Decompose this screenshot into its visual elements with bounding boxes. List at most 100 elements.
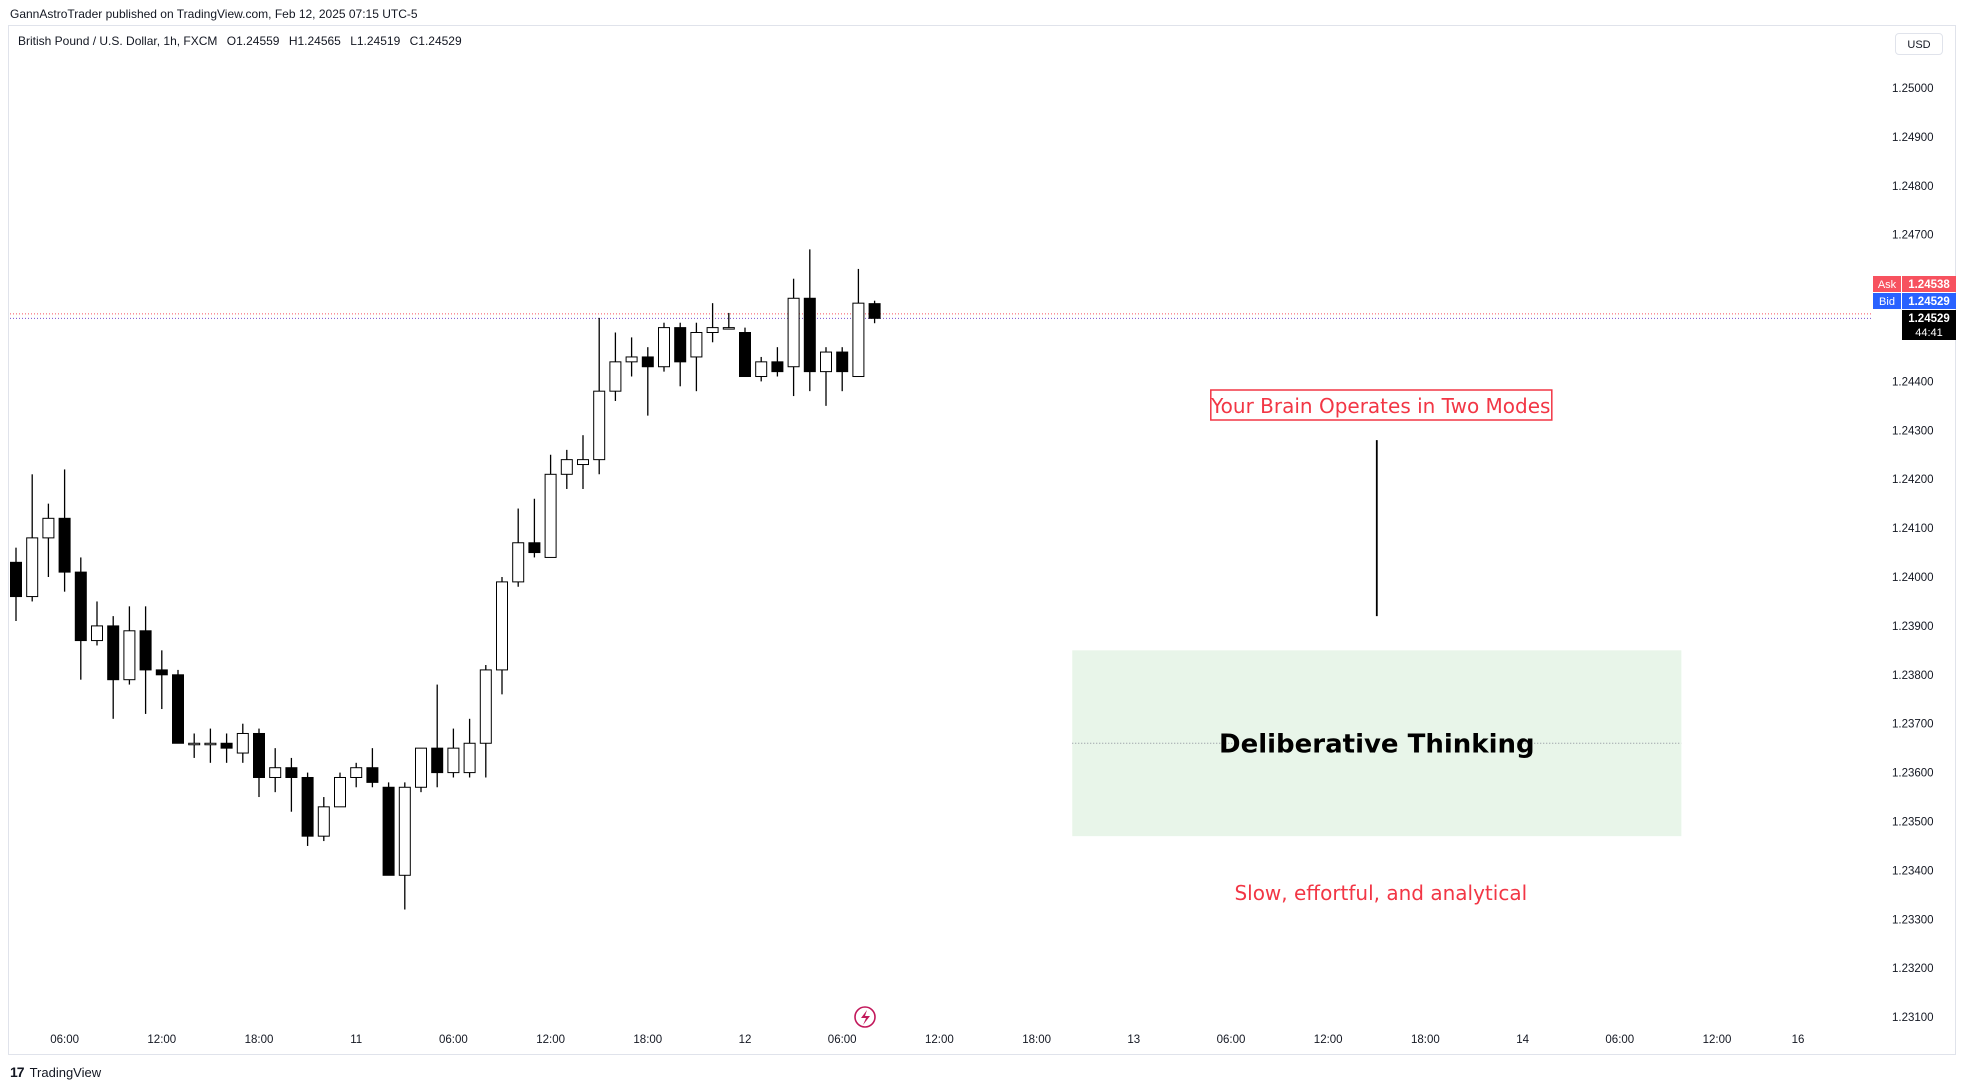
candle-body-up bbox=[577, 459, 589, 466]
candle[interactable] bbox=[787, 278, 800, 397]
x-tick-label: 18:00 bbox=[1022, 1034, 1051, 1046]
x-tick-label: 12:00 bbox=[1703, 1034, 1732, 1046]
candle[interactable] bbox=[868, 300, 881, 324]
candle[interactable] bbox=[706, 303, 719, 343]
replay-icon[interactable] bbox=[854, 1006, 876, 1028]
y-tick-label: 1.24300 bbox=[1892, 425, 1934, 437]
legend-low: L1.24519 bbox=[350, 34, 401, 48]
candle-body-down bbox=[285, 767, 298, 778]
candle-body-up bbox=[722, 327, 735, 330]
candle[interactable] bbox=[253, 728, 265, 798]
candle-body-down bbox=[868, 303, 881, 319]
candle[interactable] bbox=[658, 322, 670, 372]
candle[interactable] bbox=[123, 606, 136, 685]
candle[interactable] bbox=[58, 469, 71, 592]
title-box[interactable] bbox=[1210, 389, 1553, 421]
candle-body-up bbox=[188, 742, 201, 746]
candle[interactable] bbox=[496, 577, 508, 695]
candle-body-down bbox=[220, 742, 233, 749]
candle[interactable] bbox=[431, 684, 444, 788]
candle-body-up bbox=[625, 356, 638, 363]
candle-body-up bbox=[512, 542, 525, 583]
candle[interactable] bbox=[447, 728, 460, 778]
legend-high: H1.24565 bbox=[288, 34, 341, 48]
candle[interactable] bbox=[236, 723, 249, 763]
candle-body-down bbox=[366, 767, 379, 783]
candle-body-up bbox=[26, 537, 39, 598]
candle[interactable] bbox=[739, 327, 751, 378]
candle[interactable] bbox=[398, 782, 411, 910]
candle[interactable] bbox=[625, 337, 638, 377]
candle[interactable] bbox=[674, 322, 687, 387]
y-tick-label: 1.23300 bbox=[1892, 914, 1934, 926]
candle[interactable] bbox=[641, 347, 654, 416]
candle[interactable] bbox=[350, 762, 363, 788]
candle-body-down bbox=[155, 669, 168, 676]
candle[interactable] bbox=[139, 606, 152, 714]
x-tick-label: 14 bbox=[1516, 1034, 1529, 1046]
candle-body-down bbox=[836, 351, 849, 373]
candle[interactable] bbox=[415, 747, 427, 793]
y-tick-label: 1.23500 bbox=[1892, 817, 1934, 829]
candle[interactable] bbox=[334, 772, 346, 808]
candle[interactable] bbox=[528, 498, 541, 558]
candle-body-down bbox=[74, 571, 87, 642]
candle-body-up bbox=[787, 297, 800, 368]
candle[interactable] bbox=[172, 669, 184, 744]
candle-body-up bbox=[706, 327, 719, 333]
candle[interactable] bbox=[593, 317, 606, 475]
candle[interactable] bbox=[317, 797, 330, 842]
candle[interactable] bbox=[479, 665, 492, 778]
candle[interactable] bbox=[366, 748, 379, 788]
candle-body-down bbox=[431, 747, 444, 774]
candle[interactable] bbox=[155, 650, 168, 710]
candle[interactable] bbox=[382, 782, 395, 876]
candle-body-up bbox=[852, 302, 865, 378]
zone-subtitle: Slow, effortful, and analytical bbox=[1234, 881, 1527, 905]
candle[interactable] bbox=[188, 733, 201, 758]
candle[interactable] bbox=[26, 474, 39, 602]
ask-label: Ask bbox=[1878, 279, 1897, 291]
candle-body-up bbox=[755, 361, 768, 378]
last-price-value: 1.24529 bbox=[1908, 313, 1950, 325]
candle[interactable] bbox=[690, 322, 703, 392]
footer-brand: TradingView bbox=[29, 1064, 102, 1080]
y-tick-label: 1.23900 bbox=[1892, 621, 1934, 633]
candle[interactable] bbox=[836, 347, 849, 392]
candle-body-up bbox=[463, 742, 476, 774]
candle[interactable] bbox=[301, 772, 314, 846]
currency-button[interactable]: USD bbox=[1895, 33, 1943, 55]
candle-body-up bbox=[479, 669, 492, 744]
symbol-name[interactable]: British Pound / U.S. Dollar, 1h, FXCM bbox=[18, 34, 218, 48]
candle[interactable] bbox=[74, 557, 87, 680]
candle[interactable] bbox=[107, 616, 120, 719]
candle[interactable] bbox=[463, 718, 476, 778]
candle-body-up bbox=[236, 732, 249, 754]
candle[interactable] bbox=[269, 748, 282, 793]
candle[interactable] bbox=[42, 503, 55, 577]
candle[interactable] bbox=[285, 757, 298, 812]
candle[interactable] bbox=[204, 728, 217, 763]
candle[interactable] bbox=[560, 449, 573, 489]
candle[interactable] bbox=[820, 347, 832, 406]
candle[interactable] bbox=[755, 356, 768, 382]
candle[interactable] bbox=[722, 312, 735, 330]
candle[interactable] bbox=[577, 435, 589, 489]
candle[interactable] bbox=[220, 733, 233, 763]
candle[interactable] bbox=[852, 268, 865, 378]
zone-label-bg bbox=[1236, 725, 1517, 760]
candle-body-up bbox=[317, 806, 330, 837]
y-tick-label: 1.24800 bbox=[1892, 181, 1934, 193]
replay-icon-bolt bbox=[861, 1010, 870, 1025]
y-tick-label: 1.25000 bbox=[1892, 83, 1934, 95]
candle[interactable] bbox=[771, 347, 784, 377]
candle-body-down bbox=[58, 517, 71, 573]
candle[interactable] bbox=[544, 454, 557, 558]
candle[interactable] bbox=[91, 601, 103, 646]
candle[interactable] bbox=[10, 547, 22, 622]
candle[interactable] bbox=[803, 249, 816, 392]
candle[interactable] bbox=[609, 332, 622, 401]
candle[interactable] bbox=[512, 508, 525, 587]
ohlc-legend: British Pound / U.S. Dollar, 1h, FXCM O1… bbox=[18, 34, 468, 48]
